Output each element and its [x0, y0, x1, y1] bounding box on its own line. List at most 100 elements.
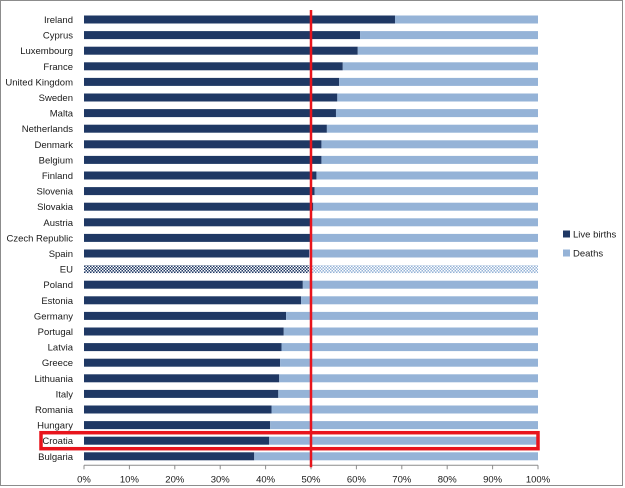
category-label-malta: Malta: [50, 109, 74, 120]
bar-deaths-czech-republic: [310, 233, 538, 242]
legend-swatch-live-births: [563, 230, 570, 238]
category-label-germany: Germany: [34, 311, 73, 322]
bar-deaths-italy: [278, 389, 538, 398]
bar-deaths-lithuania: [279, 374, 538, 383]
bar-deaths-portugal: [283, 327, 538, 336]
bar-deaths-bulgaria: [254, 452, 538, 461]
bar-live-births-sweden: [84, 93, 338, 102]
x-tick-label: 70%: [392, 474, 412, 485]
bar-deaths-cyprus: [360, 31, 538, 40]
x-tick-label: 100%: [526, 474, 551, 485]
bar-live-births-romania: [84, 405, 272, 414]
bar-live-births-greece: [84, 358, 281, 367]
bar-deaths-finland: [316, 171, 538, 180]
category-label-slovenia: Slovenia: [37, 187, 74, 198]
bar-deaths-croatia: [269, 436, 538, 445]
bar-live-births-hungary: [84, 421, 271, 430]
category-label-greece: Greece: [42, 358, 73, 369]
category-label-austria: Austria: [43, 218, 73, 229]
bars-group: [84, 15, 538, 461]
category-label-cyprus: Cyprus: [43, 31, 73, 42]
x-tick-label: 20%: [165, 474, 185, 485]
bar-live-births-austria: [84, 218, 311, 227]
overlay-group: [39, 10, 540, 468]
category-label-czech-republic: Czech Republic: [6, 233, 73, 244]
legend: Live births Deaths: [563, 230, 617, 260]
bar-live-births-portugal: [84, 327, 284, 336]
bar-deaths-denmark: [321, 140, 538, 149]
bar-deaths-estonia: [301, 296, 538, 305]
bar-live-births-finland: [84, 171, 317, 180]
bar-deaths-eu: [309, 265, 538, 274]
x-tick-label: 30%: [211, 474, 231, 485]
bar-live-births-netherlands: [84, 124, 327, 133]
bar-deaths-slovenia: [314, 187, 538, 196]
bar-deaths-germany: [286, 311, 538, 320]
bar-live-births-czech-republic: [84, 233, 311, 242]
bar-live-births-denmark: [84, 140, 322, 149]
bar-live-births-italy: [84, 389, 279, 398]
bar-deaths-malta: [335, 109, 538, 118]
category-label-italy: Italy: [56, 389, 74, 400]
x-tick-label: 50%: [301, 474, 321, 485]
bar-deaths-poland: [302, 280, 538, 289]
bar-live-births-latvia: [84, 343, 282, 352]
bar-live-births-france: [84, 62, 343, 71]
x-tick-label: 80%: [438, 474, 458, 485]
bar-deaths-latvia: [281, 343, 538, 352]
bar-live-births-eu: [84, 265, 310, 274]
category-label-spain: Spain: [49, 249, 73, 260]
bar-live-births-malta: [84, 109, 336, 118]
category-label-ireland: Ireland: [44, 15, 73, 26]
bar-live-births-belgium: [84, 155, 322, 164]
bar-live-births-croatia: [84, 436, 270, 445]
category-label-denmark: Denmark: [34, 140, 73, 151]
bar-live-births-poland: [84, 280, 303, 289]
category-label-lithuania: Lithuania: [34, 374, 73, 385]
category-label-croatia: Croatia: [42, 436, 73, 447]
bar-live-births-luxembourg: [84, 46, 358, 55]
legend-swatch-deaths: [563, 249, 570, 257]
bar-deaths-slovakia: [313, 202, 538, 211]
bar-live-births-estonia: [84, 296, 302, 305]
x-tick-label: 40%: [256, 474, 276, 485]
category-label-eu: EU: [60, 265, 73, 276]
bar-live-births-cyprus: [84, 31, 361, 40]
x-tick-label: 90%: [483, 474, 503, 485]
category-label-portugal: Portugal: [38, 327, 73, 338]
bar-live-births-slovakia: [84, 202, 314, 211]
highlight-box-croatia: [39, 430, 540, 451]
bar-live-births-slovenia: [84, 187, 315, 196]
category-label-france: France: [43, 62, 73, 73]
bar-deaths-belgium: [321, 155, 538, 164]
bar-deaths-ireland: [394, 15, 538, 24]
bar-deaths-luxembourg: [357, 46, 538, 55]
category-label-luxembourg: Luxembourg: [20, 46, 73, 57]
category-label-belgium: Belgium: [39, 155, 73, 166]
category-label-poland: Poland: [43, 280, 73, 291]
bar-live-births-germany: [84, 311, 287, 320]
legend-label-deaths: Deaths: [573, 249, 603, 260]
bar-deaths-sweden: [337, 93, 538, 102]
category-label-hungary: Hungary: [37, 421, 73, 432]
category-label-estonia: Estonia: [41, 296, 73, 307]
category-label-sweden: Sweden: [39, 93, 73, 104]
legend-label-live-births: Live births: [573, 230, 617, 241]
bar-deaths-france: [342, 62, 538, 71]
category-labels: Ireland Cyprus Luxembourg France United King…: [5, 15, 73, 463]
bar-deaths-romania: [271, 405, 538, 414]
bar-live-births-bulgaria: [84, 452, 255, 461]
category-label-netherlands: Netherlands: [22, 124, 73, 135]
category-label-finland: Finland: [42, 171, 73, 182]
bar-deaths-united-kingdom: [339, 77, 538, 86]
x-axis: 0% 10% 20% 30% 40% 50% 60% 70% 80% 90% 100%: [77, 464, 551, 485]
bar-deaths-netherlands: [326, 124, 538, 133]
x-tick-label: 0%: [77, 474, 91, 485]
bar-deaths-greece: [280, 358, 538, 367]
bar-deaths-spain: [309, 249, 538, 258]
x-tick-label: 10%: [120, 474, 140, 485]
category-label-united-kingdom: United Kingdom: [5, 77, 73, 88]
x-tick-label: 60%: [347, 474, 367, 485]
category-label-slovakia: Slovakia: [37, 202, 74, 213]
bar-deaths-austria: [310, 218, 538, 227]
